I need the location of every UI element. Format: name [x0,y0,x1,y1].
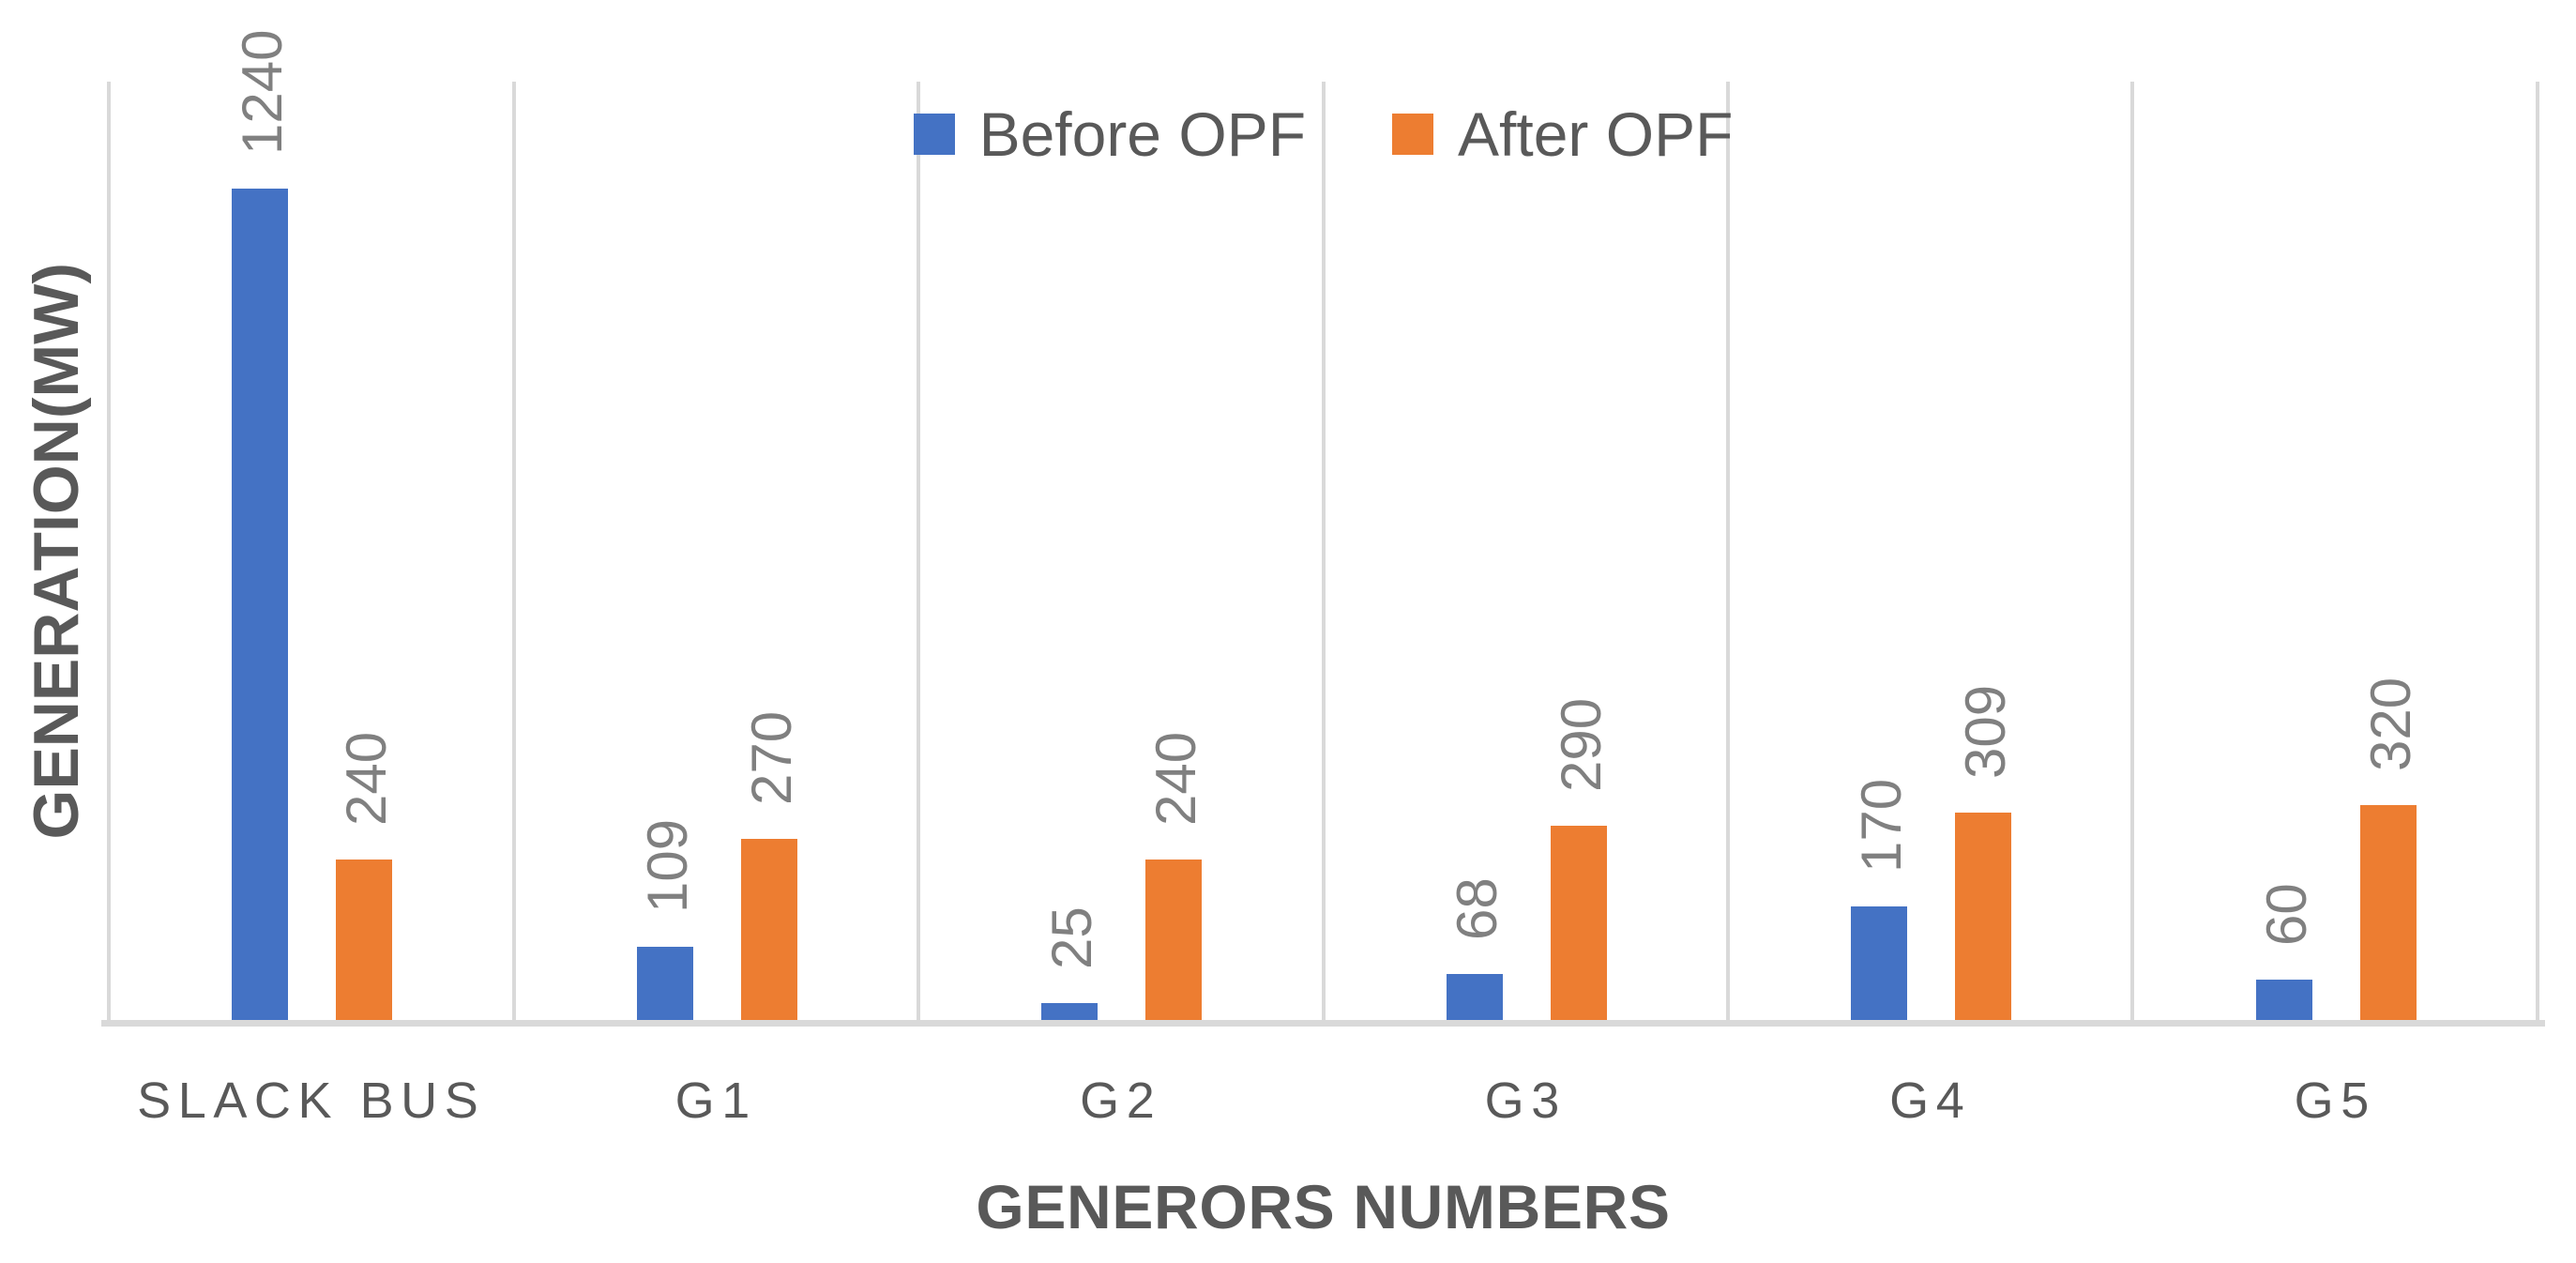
gridline [1726,82,1730,1020]
y-axis-title: GENERATION(MW) [21,262,92,840]
data-label: 270 [739,711,803,806]
gridline [107,82,111,1020]
x-axis-title: GENERORS NUMBERS [976,1172,1671,1241]
data-label: 290 [1549,697,1613,792]
gridline [916,82,920,1020]
category-group-g2: 25 240 [918,82,1324,1020]
bar-after-opf [2359,805,2417,1020]
legend-label-before-opf: Before OPF [978,99,1307,169]
bar-before-opf [636,947,693,1020]
data-label: 109 [635,819,699,914]
x-tick-g5: G5 [2294,1073,2376,1129]
plot-area: 1240 240 109 270 25 240 68 290 170 [101,30,2545,1241]
x-tick-g3: G3 [1484,1073,1567,1129]
legend-label-after-opf: After OPF [1458,99,1734,169]
legend-swatch-before-opf [913,114,955,155]
data-label: 309 [1954,685,2018,780]
category-group-g1: 109 270 [514,82,919,1020]
x-tick-slack-bus: SLACK BUS [137,1073,486,1129]
data-label: 170 [1850,778,1914,873]
legend-swatch-after-opf [1392,114,1434,155]
gridline [511,82,516,1020]
category-group-g5: 60 320 [2132,82,2538,1020]
x-axis-tick-labels: SLACK BUS G1 G2 G3 G4 G5 [109,1072,2538,1130]
bar-before-opf [2255,980,2312,1020]
legend: Before OPF After OPF [109,99,2538,170]
bar-before-opf [1851,905,1908,1020]
legend-item-after-opf: After OPF [1392,99,1733,170]
category-group-slack-bus: 1240 240 [109,30,514,1020]
bar-before-opf [1041,1003,1099,1020]
legend-item-before-opf: Before OPF [913,99,1307,170]
data-label: 60 [2254,883,2318,947]
x-tick-g2: G2 [1080,1073,1162,1129]
category-group-g3: 68 290 [1324,82,1729,1020]
x-tick-g1: G1 [674,1073,757,1129]
x-axis-line [101,1020,2545,1027]
bar-after-opf [1550,825,1607,1020]
gridline [1321,82,1326,1020]
bar-after-opf [740,839,797,1020]
bar-after-opf [1955,813,2012,1020]
data-label: 240 [1144,731,1208,826]
x-tick-g4: G4 [1889,1073,1972,1129]
data-label: 240 [335,731,399,826]
bar-after-opf [336,859,393,1020]
gridline [2130,82,2135,1020]
bar-before-opf [1446,974,1503,1020]
gridline [2536,82,2539,1020]
bar-after-opf [1145,859,1203,1020]
data-label: 320 [2358,677,2422,772]
data-label: 68 [1445,877,1508,941]
data-label: 25 [1040,906,1104,970]
category-group-g4: 170 309 [1728,82,2133,1020]
bar-before-opf [232,189,289,1020]
